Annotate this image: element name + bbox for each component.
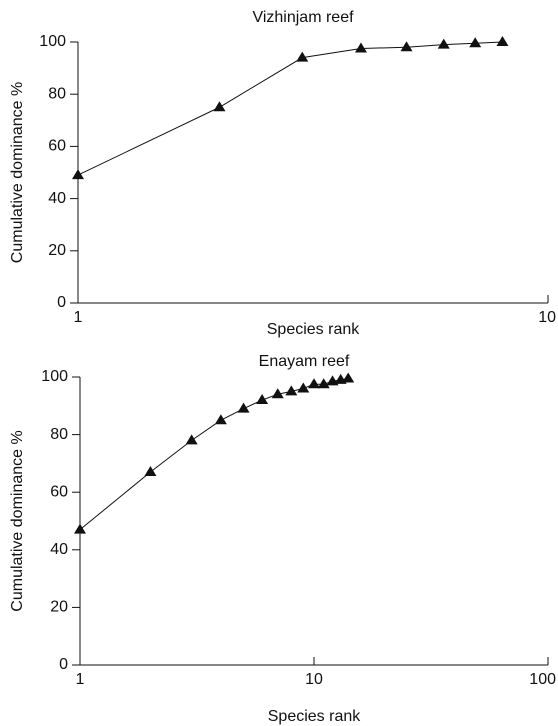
y-tick-label: 0 <box>59 656 68 673</box>
point-marker <box>256 394 269 405</box>
y-tick-label: 60 <box>50 483 68 500</box>
point-marker <box>354 42 367 53</box>
x-tick-label: 1 <box>76 671 85 688</box>
point-marker <box>285 385 298 396</box>
point-marker <box>214 414 227 425</box>
chart-title: Enayam reef <box>259 353 350 370</box>
point-marker <box>297 382 310 393</box>
point-marker <box>271 388 284 399</box>
y-tick-label: 100 <box>39 33 66 50</box>
point-marker <box>400 41 413 52</box>
y-tick-label: 40 <box>48 190 66 207</box>
y-axis-label: Cumulative dominance % <box>9 430 26 611</box>
point-marker <box>237 402 250 413</box>
x-axis-label: Species rank <box>268 708 361 725</box>
point-marker <box>317 378 330 389</box>
point-marker <box>74 523 86 534</box>
point-marker <box>72 169 84 180</box>
point-marker <box>308 378 320 389</box>
point-marker <box>213 101 226 112</box>
y-tick-label: 20 <box>48 242 66 259</box>
x-tick-label: 1 <box>74 309 83 326</box>
x-tick-label: 10 <box>538 309 556 326</box>
y-tick-label: 80 <box>48 85 66 102</box>
y-tick-label: 0 <box>57 294 66 311</box>
y-tick-label: 100 <box>41 368 68 385</box>
series-line <box>77 41 503 176</box>
x-tick-label: 100 <box>529 671 556 688</box>
y-tick-label: 80 <box>50 426 68 443</box>
point-marker <box>296 51 309 62</box>
y-tick-label: 20 <box>50 599 68 616</box>
chart-title: Vizhinjam reef <box>252 9 354 26</box>
point-marker <box>496 36 509 46</box>
point-marker <box>342 372 355 383</box>
point-marker <box>185 434 198 445</box>
point-marker <box>437 38 450 49</box>
x-axis-label: Species rank <box>267 321 360 338</box>
y-tick-label: 40 <box>50 541 68 558</box>
y-axis-label: Cumulative dominance % <box>9 82 26 263</box>
point-marker <box>144 466 157 477</box>
y-tick-label: 60 <box>48 138 66 155</box>
x-tick-label: 10 <box>305 671 323 688</box>
point-marker <box>469 37 482 48</box>
series-line <box>79 377 349 531</box>
